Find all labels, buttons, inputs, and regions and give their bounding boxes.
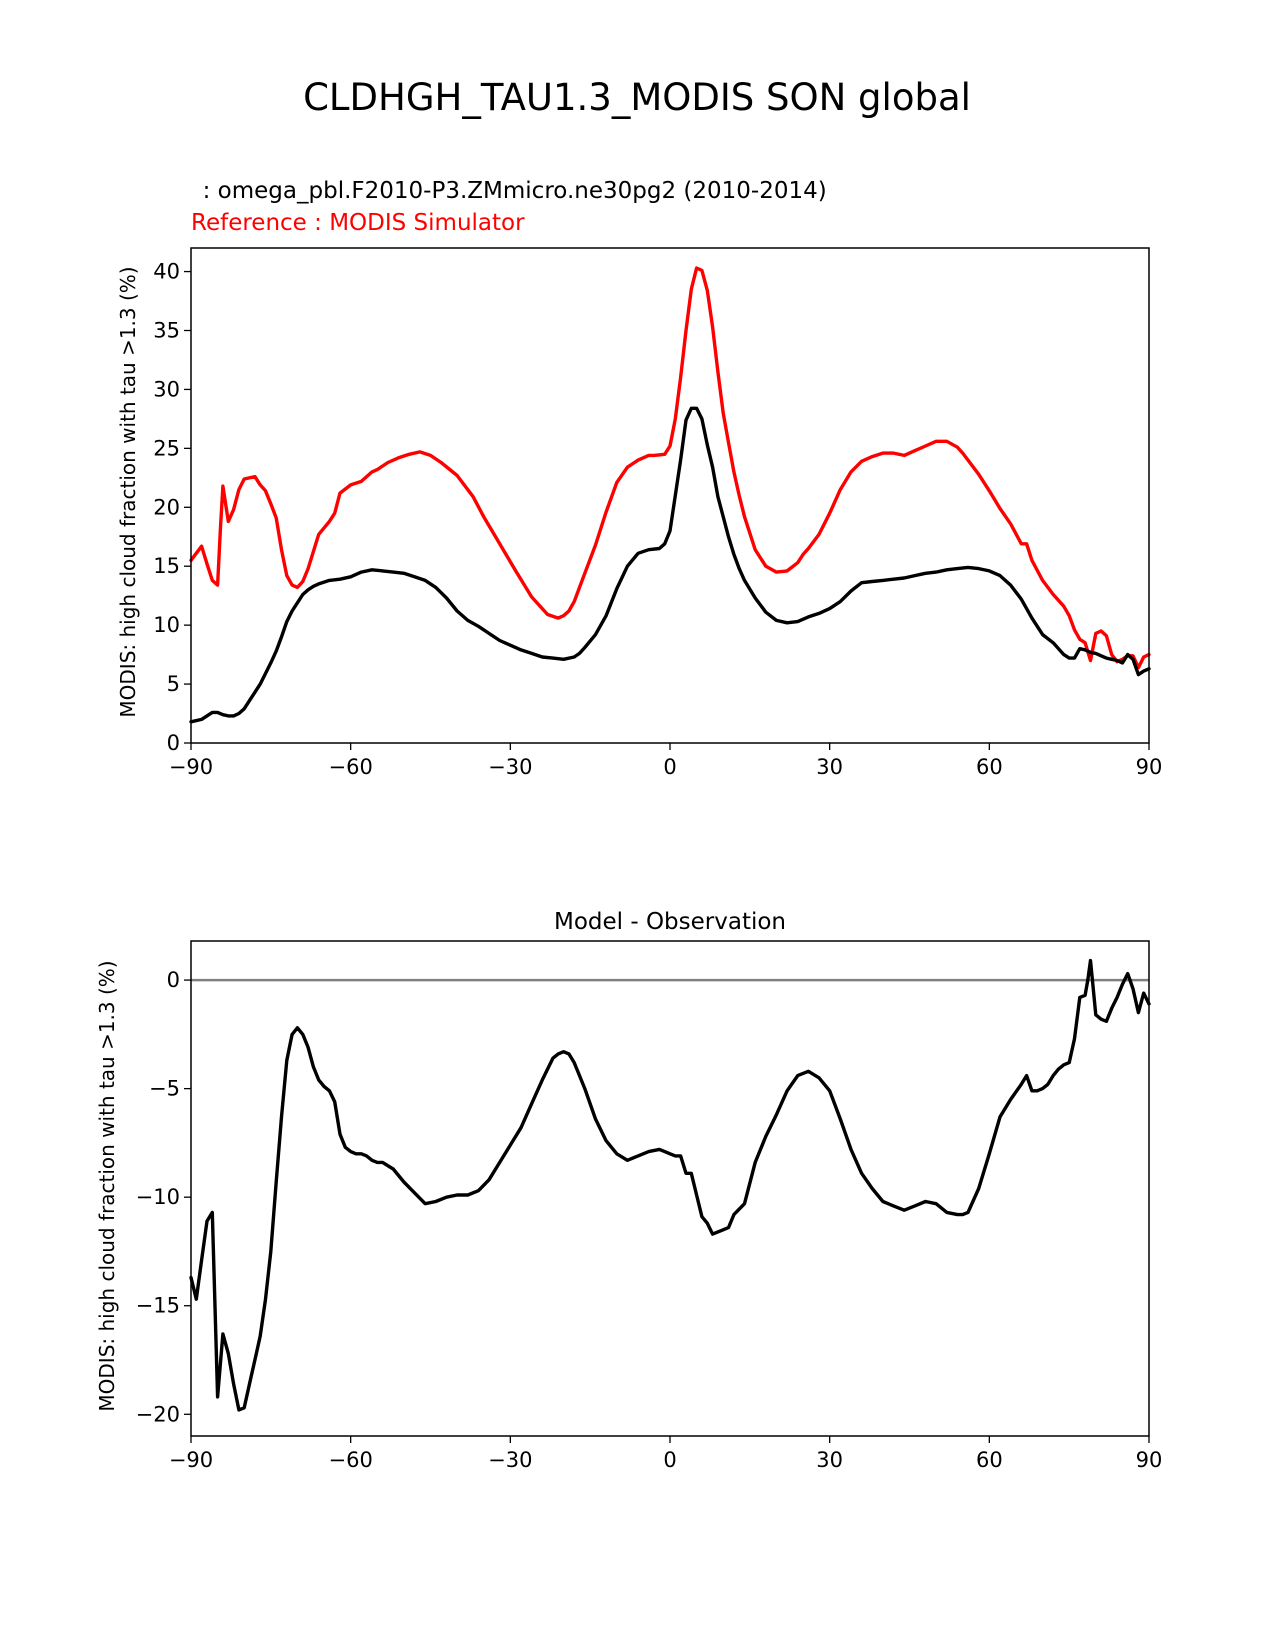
- bottom-chart: Model - Observation MODIS: high cloud fr…: [95, 909, 1162, 1472]
- top-plot-frame: [190, 247, 1150, 744]
- x-tick-label: −30: [488, 1448, 532, 1472]
- x-tick-label: 90: [1136, 755, 1163, 779]
- bottom-series-group: [189, 958, 1151, 1412]
- y-tick-label: 30: [153, 377, 180, 401]
- series-line-reference: [189, 266, 1151, 670]
- bottom-axis-ticks: −90 −60 −30 0 30 60 90 −20 −15 −10 −5 0: [136, 968, 1163, 1472]
- x-tick-label: 30: [816, 1448, 843, 1472]
- x-tick-label: −90: [169, 1448, 213, 1472]
- figure-title: CLDHGH_TAU1.3_MODIS SON global: [303, 76, 971, 119]
- y-tick-label: 10: [153, 613, 180, 637]
- x-tick-label: 0: [663, 755, 676, 779]
- top-chart: : omega_pbl.F2010-P3.ZMmicro.ne30pg2 (20…: [116, 178, 1162, 779]
- bottom-y-axis-label: MODIS: high cloud fraction with tau >1.3…: [95, 960, 119, 1411]
- top-series-group: [189, 266, 1151, 724]
- bottom-plot-frame: [190, 940, 1150, 1437]
- y-tick-label: 0: [167, 968, 180, 992]
- x-tick-label: 30: [816, 755, 843, 779]
- series-line-difference: [189, 958, 1151, 1412]
- top-axis-ticks: −90 −60 −30 0 30 60 90 0 5 10 15 20 25 30 35 40: [153, 260, 1162, 779]
- y-tick-label: 25: [153, 436, 180, 460]
- x-tick-label: −90: [169, 755, 213, 779]
- bottom-chart-title: Model - Observation: [554, 909, 786, 935]
- y-tick-label: 35: [153, 319, 180, 343]
- top-y-axis-label: MODIS: high cloud fraction with tau >1.3…: [116, 266, 140, 717]
- y-tick-label: 40: [153, 260, 180, 284]
- x-tick-label: 90: [1136, 1448, 1163, 1472]
- x-tick-label: −30: [488, 755, 532, 779]
- y-tick-label: 20: [153, 495, 180, 519]
- y-tick-label: 5: [167, 672, 180, 696]
- y-tick-label: −5: [149, 1077, 180, 1101]
- y-tick-label: 15: [153, 554, 180, 578]
- x-tick-label: −60: [329, 1448, 373, 1472]
- y-tick-label: 0: [167, 731, 180, 755]
- reference-label: Reference : MODIS Simulator: [191, 210, 525, 236]
- series-line-test: [189, 406, 1151, 724]
- y-tick-label: −20: [136, 1402, 180, 1426]
- y-tick-label: −10: [136, 1185, 180, 1209]
- x-tick-label: 0: [663, 1448, 676, 1472]
- x-tick-label: 60: [976, 755, 1003, 779]
- test-label: : omega_pbl.F2010-P3.ZMmicro.ne30pg2 (20…: [188, 178, 827, 204]
- x-tick-label: −60: [329, 755, 373, 779]
- y-tick-label: −15: [136, 1294, 180, 1318]
- x-tick-label: 60: [976, 1448, 1003, 1472]
